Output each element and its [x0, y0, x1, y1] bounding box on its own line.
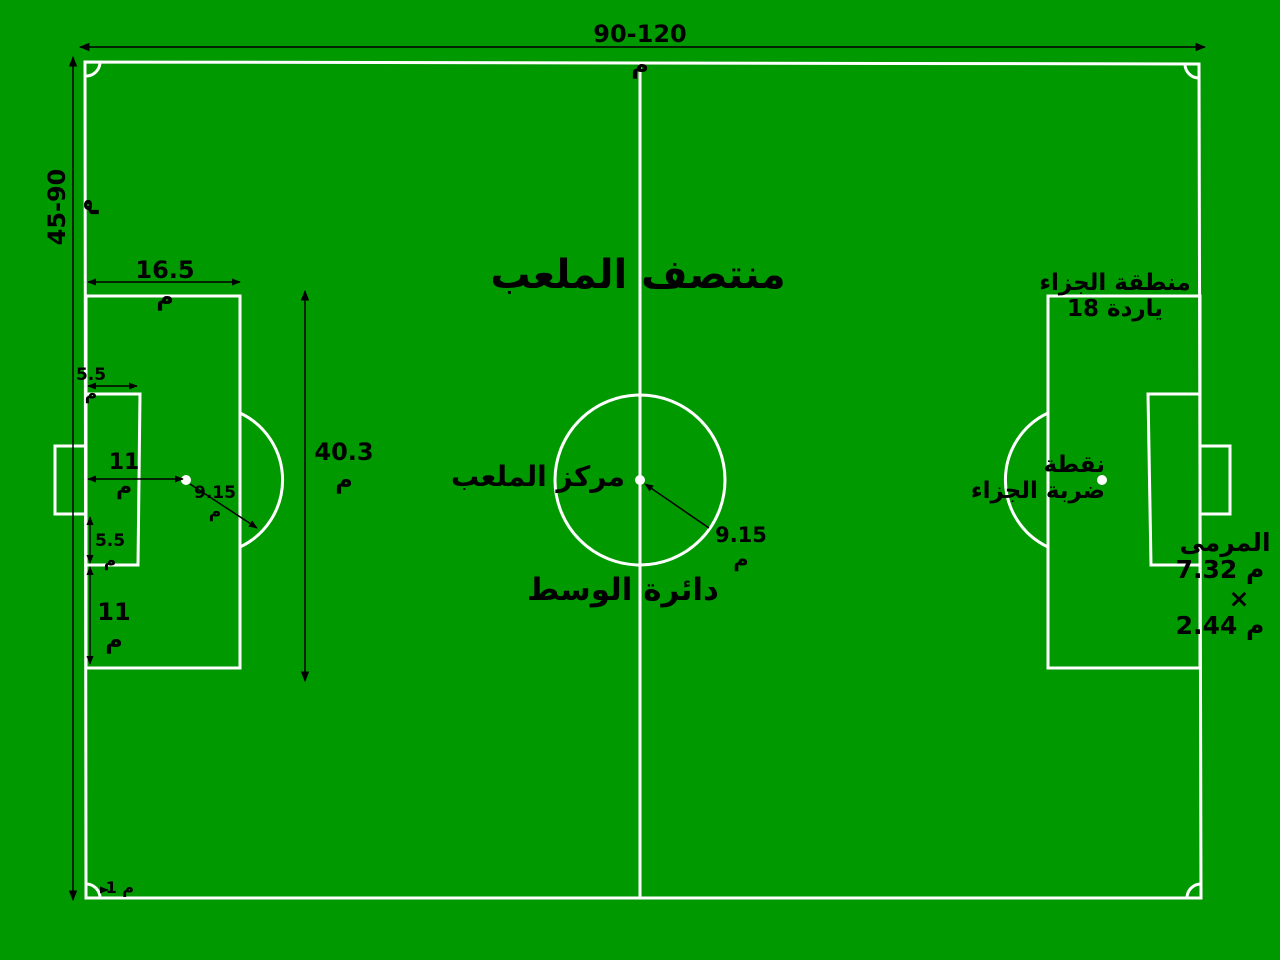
penalty-area-width-unit: م [335, 466, 353, 494]
goal-post-offset-value: 11 [97, 598, 130, 626]
goal-area-side-value: 5.5 [95, 531, 125, 551]
left-penalty-arc [239, 411, 285, 549]
penalty-area-depth-value: 16.5 [135, 256, 194, 284]
goal-times-label: × [1229, 584, 1250, 613]
goal-area-depth-unit: م [85, 384, 97, 404]
corner-arc-bottom-right [1185, 882, 1202, 899]
center-radius-arrow [644, 483, 710, 529]
width-value-label: 45-90 [43, 169, 71, 246]
right-goal-area [1146, 392, 1200, 567]
corner-arc-label: 1 م [106, 878, 134, 897]
goal-height-label: 2.44 م [1176, 611, 1265, 640]
penalty-area-label-line1: منطقة الجزاء [1039, 270, 1191, 296]
penalty-spot-label-line2: ضربة الجزاء [971, 478, 1105, 504]
left-penalty-spot [181, 475, 191, 485]
length-unit-label: م [631, 51, 649, 79]
penalty-area-width-value: 40.3 [314, 438, 373, 466]
penalty-mark-distance-value: 11 [109, 450, 140, 475]
center-mark-label: مركز الملعب [451, 460, 625, 493]
goal-post-offset-unit: م [105, 626, 123, 654]
penalty-arc-radius-value: 9.15 [194, 483, 236, 503]
halfway-line-label: منتصف الملعب [490, 252, 785, 298]
right-goal [1200, 444, 1232, 516]
right-penalty-arc [1003, 411, 1049, 549]
center-mark [635, 475, 645, 485]
length-value-label: 90-120 [593, 20, 686, 48]
corner-arc-top-right [1183, 63, 1200, 80]
labels: 90-120 م 45-90 م 16.5 م 5.5 م 11 م 9.15 … [43, 20, 1271, 897]
penalty-arc-radius-arrow [189, 483, 258, 529]
corner-arc-bottom-left [85, 882, 102, 899]
left-penalty-area [84, 294, 242, 670]
goal-area-side-unit: م [104, 551, 116, 571]
corner-arc-top-left [85, 61, 102, 78]
penalty-spot-label-line1: نقطة [1043, 452, 1105, 478]
center-radius-unit: م [733, 547, 748, 571]
penalty-area-label-line2: 18 ياردة [1067, 296, 1163, 322]
penalty-area-depth-unit: م [156, 283, 174, 311]
center-circle-label: دائرة الوسط [527, 572, 719, 608]
penalty-arc-radius-unit: م [209, 502, 221, 522]
center-radius-value: 9.15 [715, 523, 767, 547]
right-penalty-spot [1097, 475, 1107, 485]
goal-area-depth-value: 5.5 [76, 365, 106, 385]
penalty-mark-distance-unit: م [116, 475, 132, 500]
center-circle [553, 393, 727, 567]
right-penalty-area [1046, 294, 1202, 670]
goal-title-label: المرمى [1179, 528, 1270, 558]
dimension-lines [68, 42, 1207, 902]
width-unit-label: م [71, 198, 99, 216]
goal-width-label: 7.32 م [1176, 555, 1265, 584]
width-label-group: 45-90 م [43, 169, 99, 246]
